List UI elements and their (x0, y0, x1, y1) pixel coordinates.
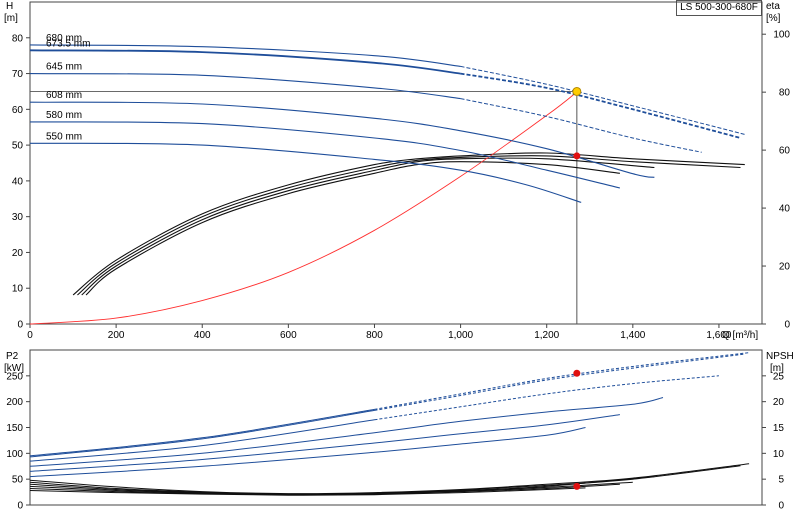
system-curve (29, 91, 578, 325)
eta-axis-unit: [%] (766, 13, 781, 24)
diameter-label: 645 mm (46, 62, 82, 73)
head-curve-645-mm (29, 73, 461, 100)
diameter-label: 580 mm (46, 110, 82, 121)
efficiency-curve (81, 157, 655, 296)
head-axis-unit: [m] (4, 13, 18, 24)
duty-point-marker (572, 86, 582, 96)
npsh-curve (29, 487, 586, 496)
x-tick-label: 1,400 (620, 330, 645, 341)
head-tick-label: 20 (12, 248, 24, 259)
eta-tick-label: 80 (779, 88, 791, 99)
head-curve-580-mm (29, 121, 621, 189)
power-curve-extension (374, 352, 750, 410)
head-curve-608-mm (29, 101, 655, 178)
npsh-tick-label: 10 (773, 449, 785, 460)
head-curve-550-mm (29, 142, 582, 203)
power-tick-label: 150 (6, 423, 23, 434)
power-tick-label: 50 (12, 475, 24, 486)
diameter-label: 608 mm (46, 90, 82, 101)
npsh-tick-label: 5 (778, 475, 784, 486)
head-plot-frame (29, 1, 763, 325)
power-point-marker (573, 369, 581, 377)
x-tick-label: 1,000 (448, 330, 473, 341)
x-tick-label: 600 (280, 330, 297, 341)
eta-tick-label: 100 (773, 30, 790, 41)
power-tick-label: 200 (6, 397, 23, 408)
head-curve-673-5-mm (29, 49, 461, 75)
head-tick-label: 40 (12, 176, 24, 187)
eta-tick-label: 0 (784, 320, 790, 331)
head-tick-label: 10 (12, 284, 24, 295)
head-tick-label: 30 (12, 212, 24, 223)
power-axis-label: P2 (6, 351, 19, 362)
power-curve (29, 427, 586, 478)
power-plot-frame (29, 349, 763, 506)
head-curve-extension (460, 98, 702, 153)
x-tick-label: 800 (366, 330, 383, 341)
power-curve (29, 409, 375, 458)
power-tick-label: 0 (17, 501, 23, 512)
diameter-label: 673.5 mm (46, 38, 90, 49)
efficiency-point-marker (573, 152, 581, 160)
x-tick-label: 1,600 (706, 330, 731, 341)
head-curve-extension (460, 72, 741, 139)
eta-tick-label: 40 (779, 204, 791, 215)
power-curve (29, 419, 375, 462)
efficiency-curve (85, 161, 620, 296)
power-curve (29, 414, 620, 472)
power-curve-extension (374, 353, 745, 411)
head-tick-label: 70 (12, 69, 24, 80)
head-curve-680-mm (29, 44, 461, 67)
eta-tick-label: 20 (779, 262, 791, 273)
eta-axis-label: eta (766, 1, 780, 12)
npsh-axis-label: NPSH (766, 351, 794, 362)
head-tick-label: 60 (12, 105, 24, 116)
npsh-tick-label: 15 (773, 423, 785, 434)
head-axis-label: H (6, 1, 13, 12)
power-curve (29, 397, 664, 467)
npsh-tick-label: 0 (778, 501, 784, 512)
efficiency-curve (72, 152, 745, 296)
x-tick-label: 1,200 (534, 330, 559, 341)
head-tick-label: 0 (17, 320, 23, 331)
npsh-tick-label: 25 (773, 371, 785, 382)
head-tick-label: 80 (12, 33, 24, 44)
x-tick-label: 400 (194, 330, 211, 341)
power-tick-label: 100 (6, 449, 23, 460)
x-tick-label: 200 (108, 330, 125, 341)
diameter-label: 680 mm (46, 33, 82, 44)
power-tick-label: 250 (6, 371, 23, 382)
head-curve-extension (460, 65, 745, 135)
head-tick-label: 50 (12, 141, 24, 152)
power-curve-extension (374, 375, 719, 421)
npsh-point-marker (573, 482, 581, 490)
flow-axis-label: Q [m³/h] (722, 330, 758, 341)
npsh-axis-unit: [m] (770, 363, 784, 374)
power-curve (29, 408, 375, 457)
x-tick-label: 0 (27, 330, 33, 341)
eta-tick-label: 60 (779, 146, 791, 157)
power-axis-unit: [kW] (4, 363, 24, 374)
diameter-label: 550 mm (46, 131, 82, 142)
npsh-tick-label: 20 (773, 397, 785, 408)
